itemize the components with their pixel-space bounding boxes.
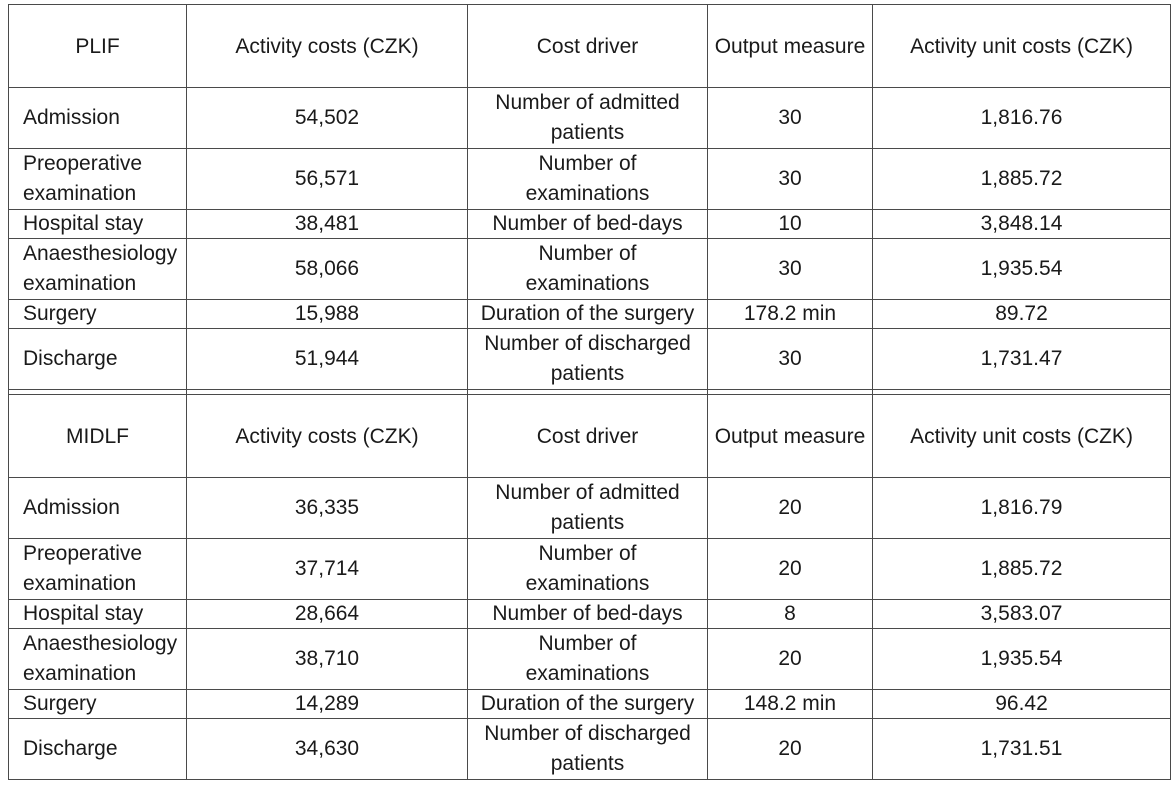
activity-name: Hospital stay <box>8 209 187 239</box>
unit-cost: 1,731.51 <box>872 718 1171 780</box>
table-row: Preoperative examination 56,571 Number o… <box>8 148 1171 210</box>
column-header-unit-costs: Activity unit costs (CZK) <box>872 4 1171 88</box>
activity-name: Admission <box>8 87 187 149</box>
unit-cost: 1,885.72 <box>872 148 1171 210</box>
unit-cost: 1,935.54 <box>872 238 1171 300</box>
table-row: Discharge 51,944 Number of discharged pa… <box>8 328 1171 390</box>
output-measure: 178.2 min <box>707 299 873 329</box>
output-measure: 10 <box>707 209 873 239</box>
cost-driver: Number of admitted patients <box>467 477 708 539</box>
cost-driver: Number of examinations <box>467 238 708 300</box>
table-row: Preoperative examination 37,714 Number o… <box>8 538 1171 600</box>
unit-cost: 1,816.76 <box>872 87 1171 149</box>
table-row: Admission 54,502 Number of admitted pati… <box>8 87 1171 149</box>
activity-name: Discharge <box>8 328 187 390</box>
column-header-activity-costs: Activity costs (CZK) <box>186 4 468 88</box>
table-row: Hospital stay 38,481 Number of bed-days … <box>8 209 1171 239</box>
table-row: Anaesthesiology examination 38,710 Numbe… <box>8 628 1171 690</box>
column-header-activity-costs: Activity costs (CZK) <box>186 394 468 478</box>
activity-name: Anaesthesiology examination <box>8 628 187 690</box>
unit-cost: 1,816.79 <box>872 477 1171 539</box>
output-measure: 20 <box>707 538 873 600</box>
cost-driver: Number of bed-days <box>467 209 708 239</box>
output-measure: 20 <box>707 477 873 539</box>
table-row: Surgery 14,289 Duration of the surgery 1… <box>8 689 1171 719</box>
unit-cost: 3,848.14 <box>872 209 1171 239</box>
cost-driver: Number of examinations <box>467 628 708 690</box>
cost-driver: Number of discharged patients <box>467 328 708 390</box>
activity-cost: 37,714 <box>186 538 468 600</box>
output-measure: 20 <box>707 718 873 780</box>
unit-cost: 96.42 <box>872 689 1171 719</box>
unit-cost: 1,885.72 <box>872 538 1171 600</box>
cost-driver: Number of examinations <box>467 538 708 600</box>
activity-cost-table: PLIF Activity costs (CZK) Cost driver Ou… <box>8 4 1171 780</box>
activity-name: Preoperative examination <box>8 148 187 210</box>
activity-name: Hospital stay <box>8 599 187 629</box>
activity-cost: 36,335 <box>186 477 468 539</box>
activity-cost: 58,066 <box>186 238 468 300</box>
activity-cost: 54,502 <box>186 87 468 149</box>
activity-cost: 14,289 <box>186 689 468 719</box>
cost-driver: Duration of the surgery <box>467 299 708 329</box>
activity-cost: 34,630 <box>186 718 468 780</box>
unit-cost: 1,935.54 <box>872 628 1171 690</box>
cost-driver: Duration of the surgery <box>467 689 708 719</box>
column-header-cost-driver: Cost driver <box>467 4 708 88</box>
activity-name: Surgery <box>8 689 187 719</box>
group-label: MIDLF <box>8 394 187 478</box>
column-header-unit-costs: Activity unit costs (CZK) <box>872 394 1171 478</box>
group-label: PLIF <box>8 4 187 88</box>
unit-cost: 3,583.07 <box>872 599 1171 629</box>
output-measure: 8 <box>707 599 873 629</box>
unit-cost: 89.72 <box>872 299 1171 329</box>
activity-cost: 51,944 <box>186 328 468 390</box>
activity-name: Admission <box>8 477 187 539</box>
activity-cost: 56,571 <box>186 148 468 210</box>
activity-cost: 38,481 <box>186 209 468 239</box>
output-measure: 20 <box>707 628 873 690</box>
unit-cost: 1,731.47 <box>872 328 1171 390</box>
column-header-cost-driver: Cost driver <box>467 394 708 478</box>
column-header-output-measure: Output measure <box>707 394 873 478</box>
table-row: Anaesthesiology examination 58,066 Numbe… <box>8 238 1171 300</box>
cost-table-container: PLIF Activity costs (CZK) Cost driver Ou… <box>8 4 1171 780</box>
activity-cost: 38,710 <box>186 628 468 690</box>
activity-cost: 28,664 <box>186 599 468 629</box>
cost-driver: Number of discharged patients <box>467 718 708 780</box>
table-row: Discharge 34,630 Number of discharged pa… <box>8 718 1171 780</box>
cost-driver: Number of examinations <box>467 148 708 210</box>
activity-name: Preoperative examination <box>8 538 187 600</box>
header-row-plif: PLIF Activity costs (CZK) Cost driver Ou… <box>8 4 1171 88</box>
cost-driver: Number of admitted patients <box>467 87 708 149</box>
table-row: Admission 36,335 Number of admitted pati… <box>8 477 1171 539</box>
activity-name: Surgery <box>8 299 187 329</box>
output-measure: 30 <box>707 238 873 300</box>
output-measure: 148.2 min <box>707 689 873 719</box>
table-row: Hospital stay 28,664 Number of bed-days … <box>8 599 1171 629</box>
activity-name: Anaesthesiology examination <box>8 238 187 300</box>
output-measure: 30 <box>707 87 873 149</box>
output-measure: 30 <box>707 148 873 210</box>
cost-driver: Number of bed-days <box>467 599 708 629</box>
column-header-output-measure: Output measure <box>707 4 873 88</box>
header-row-midlf: MIDLF Activity costs (CZK) Cost driver O… <box>8 394 1171 478</box>
activity-cost: 15,988 <box>186 299 468 329</box>
output-measure: 30 <box>707 328 873 390</box>
activity-name: Discharge <box>8 718 187 780</box>
table-row: Surgery 15,988 Duration of the surgery 1… <box>8 299 1171 329</box>
